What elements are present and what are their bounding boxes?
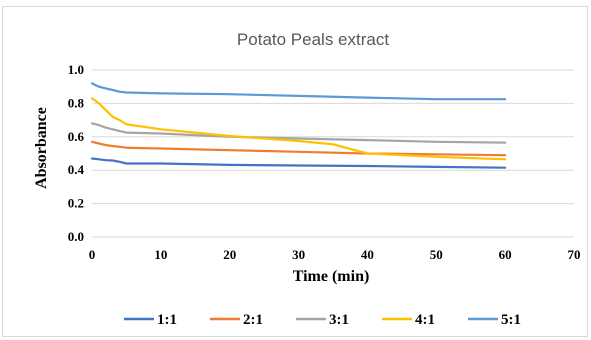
chart-title: Potato Peals extract <box>237 30 389 49</box>
x-tick-label: 60 <box>499 247 512 262</box>
chart-area-border <box>2 6 588 337</box>
x-tick-label: 10 <box>154 247 167 262</box>
x-tick-label: 70 <box>568 247 581 262</box>
x-axis-label: Time (min) <box>293 268 370 285</box>
y-tick-label: 0.0 <box>68 229 84 244</box>
legend-label: 2:1 <box>243 312 263 328</box>
legend-label: 5:1 <box>501 312 521 328</box>
y-tick-label: 0.2 <box>68 196 84 211</box>
y-tick-label: 0.4 <box>68 162 85 177</box>
series-line-1-1 <box>90 157 507 169</box>
x-tick-labels: 0 10 20 30 40 50 60 70 <box>89 247 581 262</box>
series-line-4-1 <box>90 97 507 161</box>
series-line-5-1 <box>90 82 507 101</box>
gridlines <box>92 69 574 238</box>
data-series <box>90 82 507 169</box>
y-axis-label: Absorbance <box>33 107 50 189</box>
legend-label: 1:1 <box>157 312 177 328</box>
legend: 1:1 2:1 3:1 4:1 5:1 <box>124 312 521 328</box>
x-tick-label: 50 <box>430 247 443 262</box>
series-line-2-1 <box>90 140 507 157</box>
x-tick-label: 40 <box>361 247 374 262</box>
y-tick-label: 0.8 <box>68 95 85 110</box>
y-tick-label: 0.6 <box>68 129 85 144</box>
y-tick-labels: 0.0 0.2 0.4 0.6 0.8 1.0 <box>68 62 85 244</box>
legend-label: 3:1 <box>329 312 349 328</box>
y-tick-label: 1.0 <box>68 62 84 77</box>
x-tick-label: 20 <box>223 247 236 262</box>
series-line-3-1 <box>90 122 507 144</box>
legend-label: 4:1 <box>415 312 435 328</box>
x-tick-label: 30 <box>292 247 305 262</box>
x-tick-label: 0 <box>89 247 96 262</box>
